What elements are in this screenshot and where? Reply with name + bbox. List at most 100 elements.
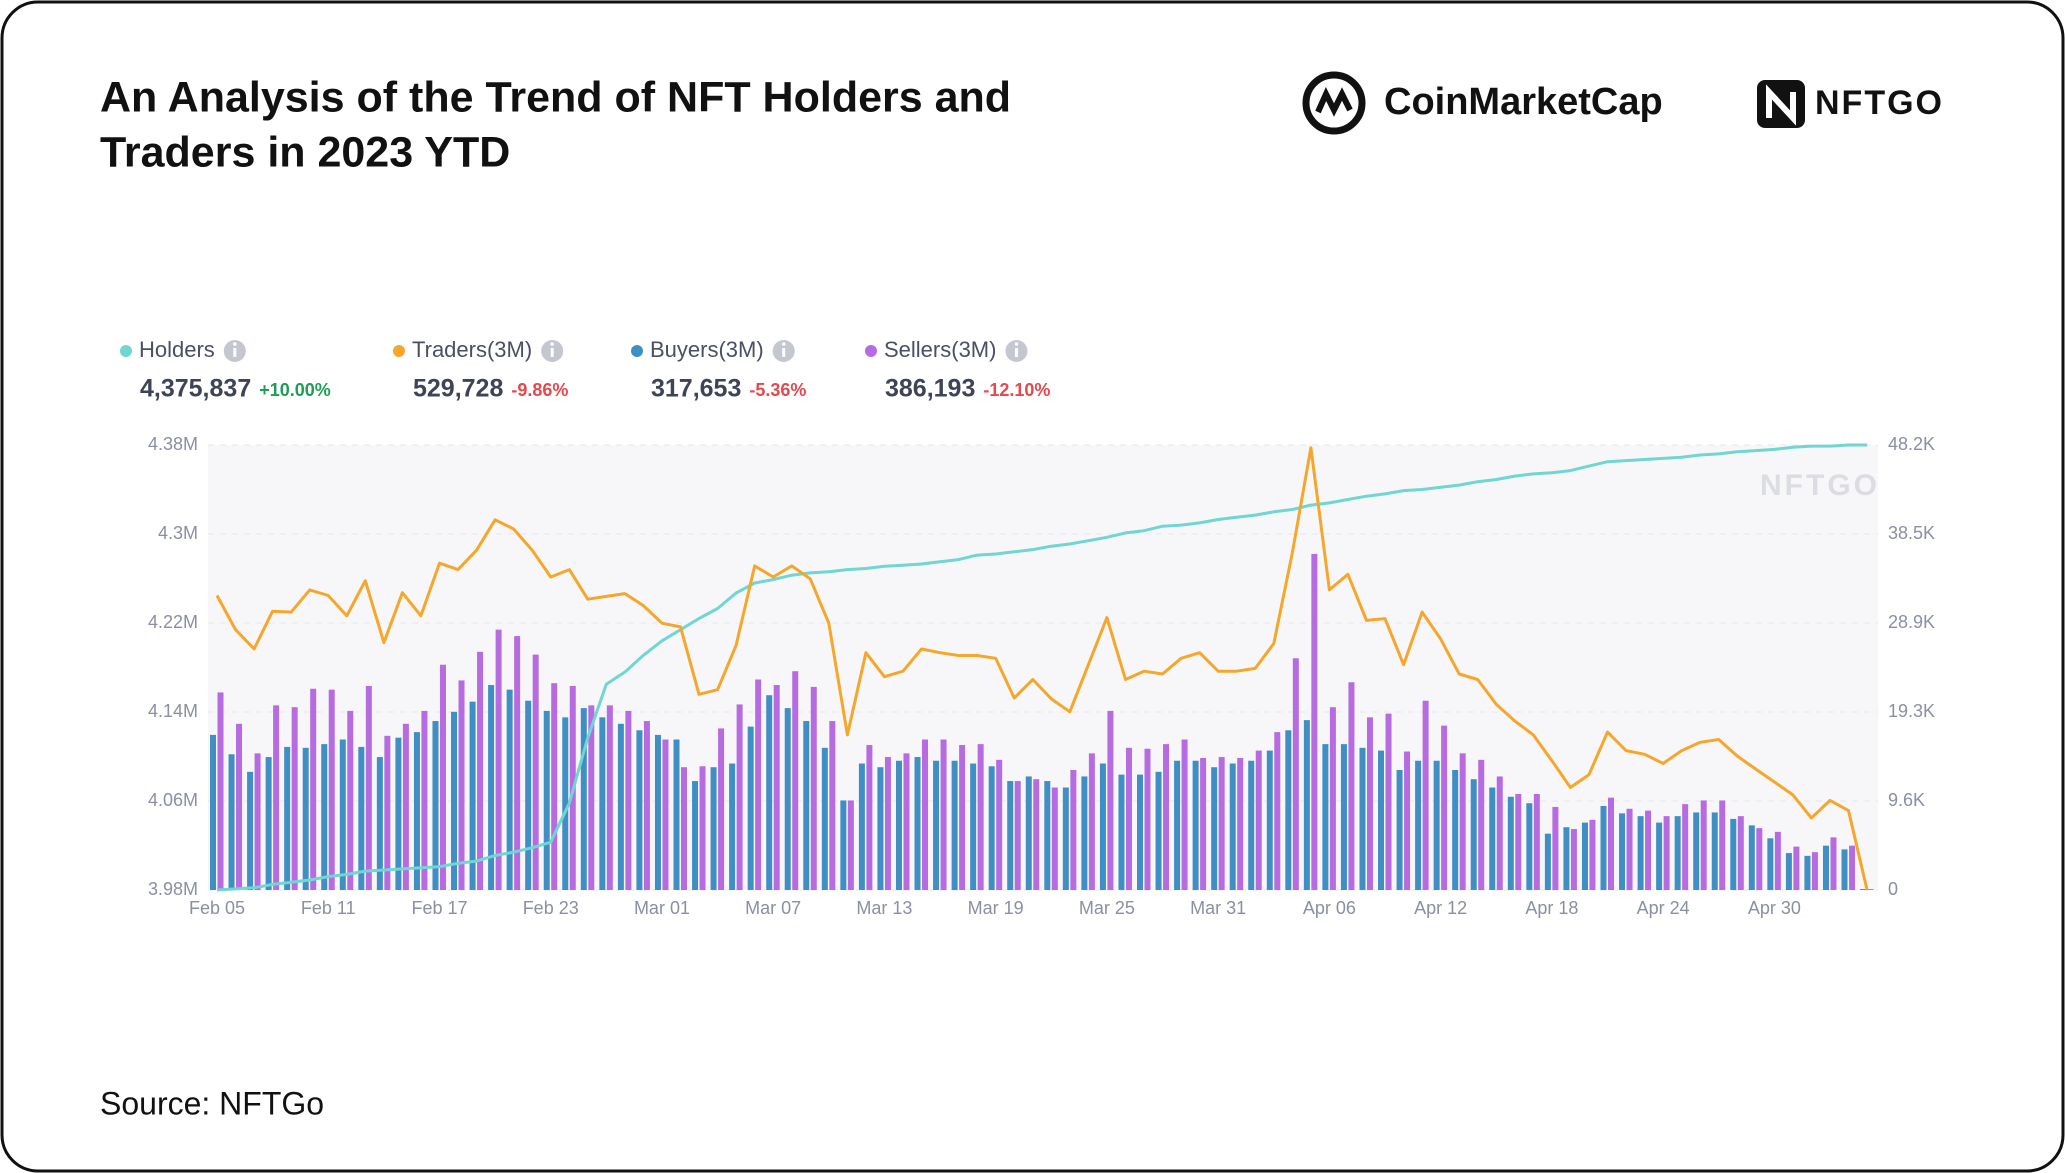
bar (1441, 725, 1448, 890)
bar (792, 671, 799, 890)
bar (673, 739, 680, 890)
y-tick-label: 4.3M (158, 523, 198, 543)
info-icon (233, 342, 237, 346)
bar (254, 753, 261, 890)
bar (588, 705, 595, 890)
bar (376, 757, 383, 890)
bar (1737, 816, 1744, 890)
legend-value: 4,375,837 (140, 375, 251, 403)
bar (606, 705, 613, 890)
bar (347, 710, 354, 890)
bar (265, 757, 272, 890)
logo-icon (1766, 84, 1796, 126)
x-tick-label: Mar 01 (634, 898, 690, 918)
bar (1155, 771, 1162, 890)
bar (847, 800, 854, 890)
bar (1626, 808, 1633, 890)
y-tick-label: 4.22M (148, 612, 198, 632)
bar (1748, 825, 1755, 890)
bar (914, 757, 921, 890)
bar (1637, 816, 1644, 890)
bar (1144, 748, 1151, 890)
bar (1044, 781, 1051, 890)
bar (477, 651, 484, 890)
bar (1218, 757, 1225, 890)
bar (1081, 776, 1088, 890)
bar (228, 754, 235, 890)
bar (654, 734, 661, 890)
bar (699, 766, 706, 890)
bar (617, 723, 624, 890)
bar (1107, 710, 1114, 890)
bar (1811, 852, 1818, 890)
y-tick-label: 4.14M (148, 701, 198, 721)
bar (432, 721, 439, 890)
bar (1563, 827, 1570, 890)
x-tick-label: Apr 18 (1525, 898, 1578, 918)
bar (1822, 845, 1829, 890)
bar (210, 734, 216, 890)
bar (1645, 810, 1652, 890)
bar (1322, 744, 1329, 890)
bar (1415, 760, 1422, 890)
bar (439, 664, 446, 890)
bar (1181, 739, 1188, 890)
bar (1674, 816, 1681, 890)
bar (543, 710, 550, 890)
bar (692, 781, 699, 890)
x-tick-label: Mar 19 (968, 898, 1024, 918)
bar (1867, 889, 1874, 890)
bar (273, 705, 280, 890)
bar (1229, 763, 1236, 890)
bar (1033, 779, 1040, 890)
bar (247, 771, 254, 890)
bar (1589, 819, 1596, 890)
legend-dot (120, 345, 132, 357)
bar (625, 710, 632, 890)
bar (217, 692, 224, 890)
legend-label: Traders(3M) (412, 337, 532, 362)
y-tick-label: 4.38M (148, 434, 198, 454)
bar (895, 760, 902, 890)
bar (1329, 707, 1336, 890)
bar (1292, 658, 1299, 890)
bar (1163, 744, 1170, 890)
bar (1526, 803, 1533, 890)
x-tick-label: Apr 30 (1748, 898, 1801, 918)
bar (421, 710, 428, 890)
bar (1767, 838, 1774, 890)
bar (1070, 769, 1077, 890)
y2-tick-label: 0 (1888, 879, 1898, 899)
bar (829, 721, 836, 890)
legend-value: 317,653 (651, 375, 741, 403)
bar (1404, 751, 1411, 890)
bar (236, 723, 243, 890)
legend-label: Holders (139, 337, 215, 362)
bar (328, 689, 335, 890)
line (216, 443, 1868, 892)
bar (996, 759, 1003, 890)
bar (1118, 774, 1125, 890)
bar (1496, 776, 1503, 890)
bar (803, 721, 810, 890)
bar (1174, 760, 1181, 890)
info-icon (550, 348, 554, 357)
bar (1489, 787, 1496, 890)
bar (339, 739, 346, 890)
bar (718, 728, 725, 890)
bar (525, 700, 532, 890)
bar (1693, 812, 1700, 890)
bar (1062, 787, 1069, 890)
bar (662, 739, 669, 890)
bar (1533, 793, 1540, 890)
legend-dot (865, 345, 877, 357)
bar (1274, 732, 1281, 890)
bar (488, 685, 495, 890)
bar (1793, 846, 1800, 890)
y2-tick-label: 48.2K (1888, 434, 1935, 454)
bar (866, 745, 873, 890)
bar (1385, 713, 1392, 890)
bar (1422, 700, 1429, 890)
info-icon (782, 348, 786, 357)
